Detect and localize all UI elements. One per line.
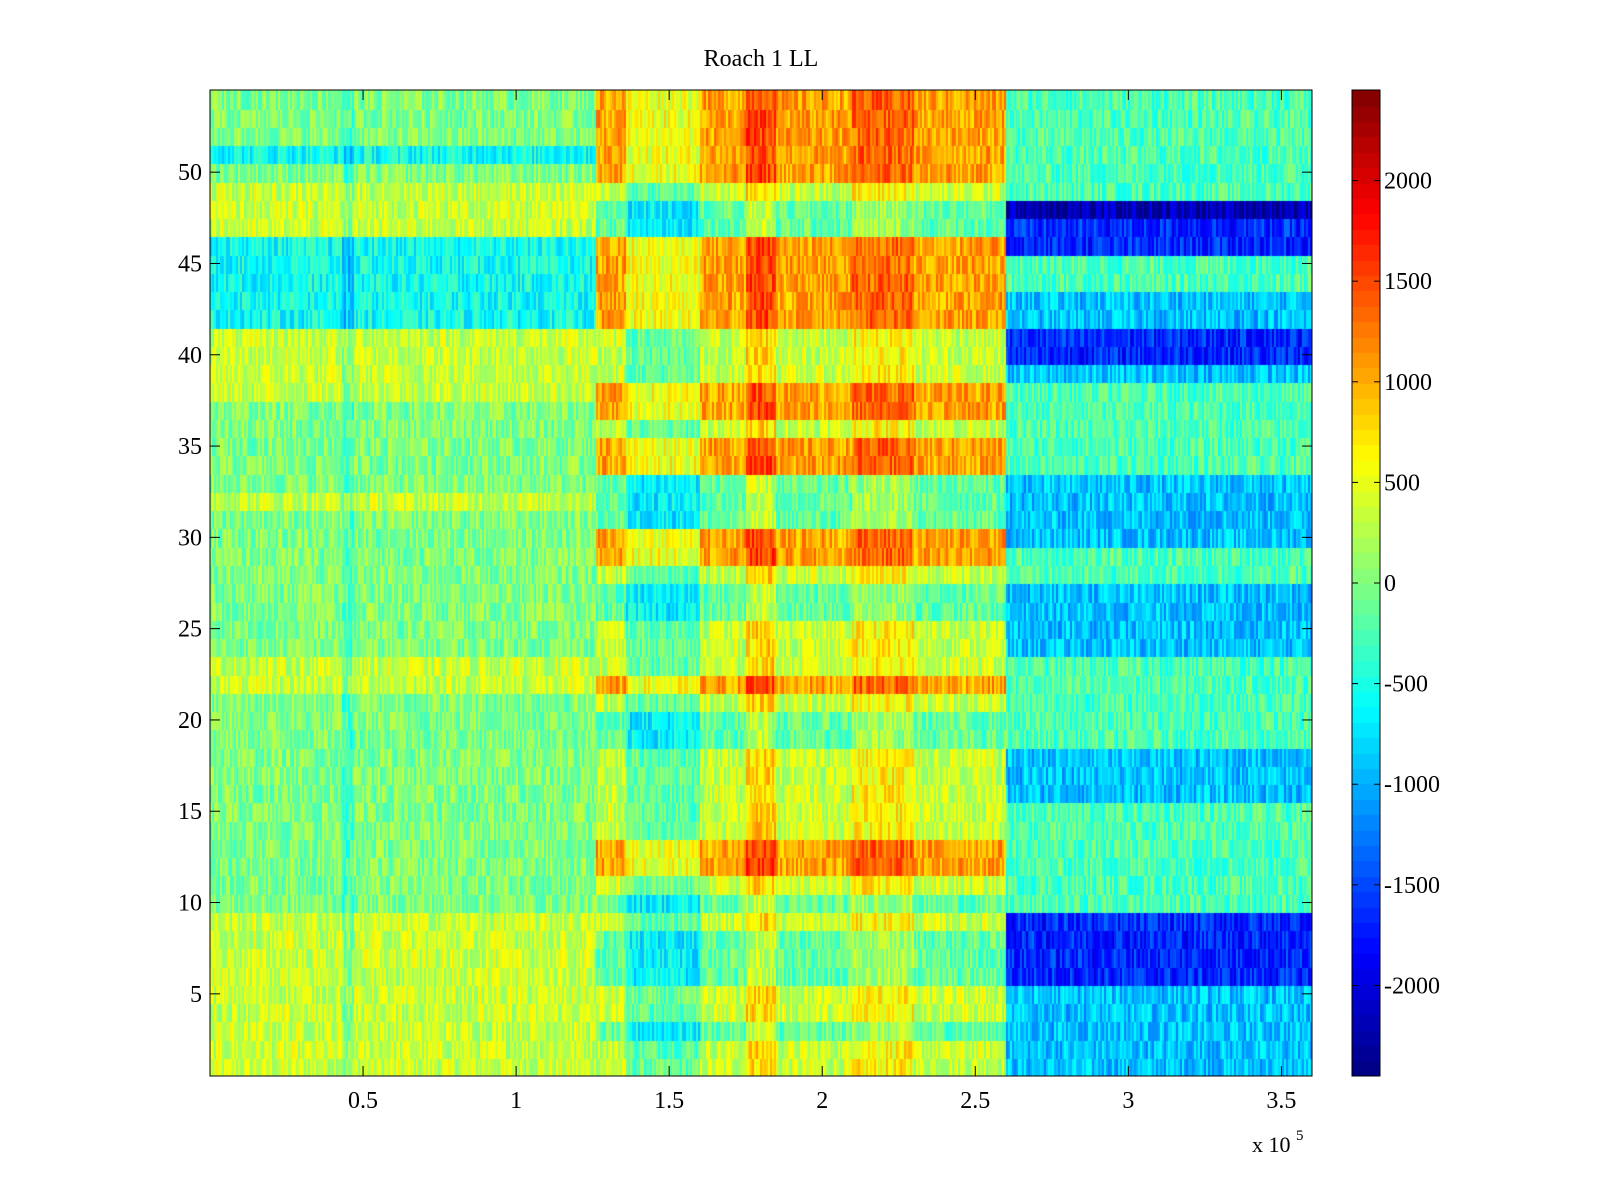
y-tick-label: 30 — [178, 525, 202, 551]
colorbar-tick-label: -1500 — [1384, 873, 1440, 899]
colorbar-tick-label: 1500 — [1384, 269, 1432, 295]
x-tick-label: 3 — [1122, 1088, 1134, 1114]
x-tick-label: 2.5 — [960, 1088, 990, 1114]
colorbar-tick-label: 2000 — [1384, 169, 1432, 195]
y-tick-label: 5 — [190, 982, 202, 1008]
colorbar-tick-label: -2000 — [1384, 973, 1440, 999]
colorbar-tick-label: 0 — [1384, 571, 1396, 597]
colorbar-tick-label: -1000 — [1384, 772, 1440, 798]
colorbar-tick-label: -500 — [1384, 672, 1428, 698]
y-tick-label: 50 — [178, 160, 202, 186]
y-tick-label: 40 — [178, 343, 202, 369]
y-axis-ticks: 5 10 15 20 25 30 35 40 45 50 — [178, 160, 1312, 1008]
colorbar-tick-label: 500 — [1384, 470, 1420, 496]
x-multiplier-base: x 10 — [1252, 1132, 1291, 1157]
y-tick-label: 45 — [178, 251, 202, 277]
y-tick-label: 35 — [178, 434, 202, 460]
y-tick-label: 15 — [178, 799, 202, 825]
x-tick-label: 1.5 — [654, 1088, 684, 1114]
x-axis-ticks: 0.5 1 1.5 2 2.5 3 3.5 — [348, 90, 1296, 1114]
y-tick-label: 10 — [178, 891, 202, 917]
colorbar-tick-label: 1000 — [1384, 370, 1432, 396]
x-tick-label: 0.5 — [348, 1088, 378, 1114]
x-tick-label: 3.5 — [1266, 1088, 1296, 1114]
heatmap-image — [210, 90, 1312, 1076]
y-tick-label: 20 — [178, 708, 202, 734]
x-tick-label: 1 — [510, 1088, 522, 1114]
y-tick-label: 25 — [178, 617, 202, 643]
x-tick-label: 2 — [816, 1088, 828, 1114]
colorbar-ticks: 2000 1500 1000 500 0 -500 -1000 -1500 -2000 — [1352, 169, 1440, 999]
chart-title: Roach 1 LL — [704, 46, 819, 72]
x-axis-multiplier: x 10 5 — [1252, 1128, 1304, 1157]
plot-frame — [209, 89, 1313, 1077]
x-multiplier-exponent: 5 — [1296, 1128, 1304, 1144]
